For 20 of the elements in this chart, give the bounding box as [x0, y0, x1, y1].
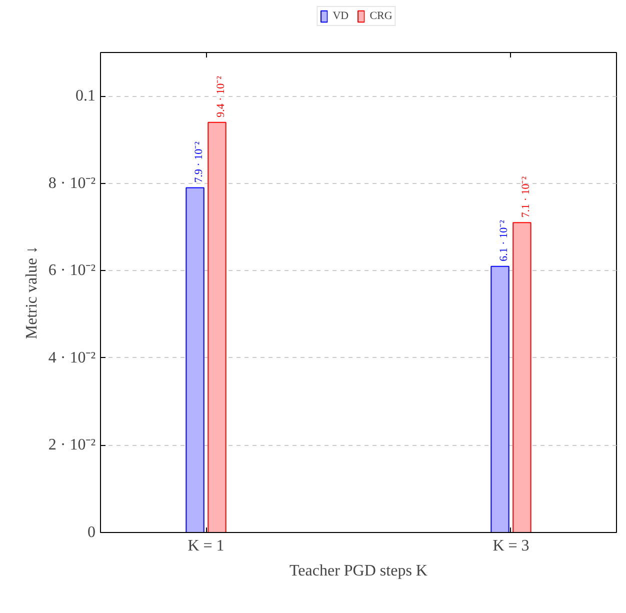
data-label: 7.1 · 10⁻² [520, 176, 532, 218]
bar [512, 222, 532, 532]
bar [186, 187, 204, 532]
x-tick-label: K = 3 [492, 538, 530, 554]
y-tick-label: 8 · 10⁻² [48, 174, 96, 192]
legend-label: VD [332, 10, 350, 22]
bar [490, 266, 510, 532]
x-tick-label: K = 1 [188, 538, 224, 554]
y-axis-title: Metric value ↓ [23, 246, 40, 340]
y-tick-label: 2 · 10⁻² [48, 436, 96, 454]
x-axis-title: Teacher PGD steps K [290, 562, 428, 580]
data-label: 7.9 · 10⁻² [193, 140, 206, 183]
data-label: 9.4 · 10⁻² [214, 75, 227, 118]
data-label: 6.1 · 10⁻² [498, 219, 510, 262]
y-tick-label: 6 · 10⁻² [48, 262, 96, 280]
bar [208, 122, 226, 532]
y-tick-label: 0.1 [76, 88, 96, 105]
legend-label: CRG [370, 10, 392, 22]
y-tick-label: 0 [88, 524, 96, 541]
y-tick-label: 4 · 10⁻² [48, 349, 96, 366]
